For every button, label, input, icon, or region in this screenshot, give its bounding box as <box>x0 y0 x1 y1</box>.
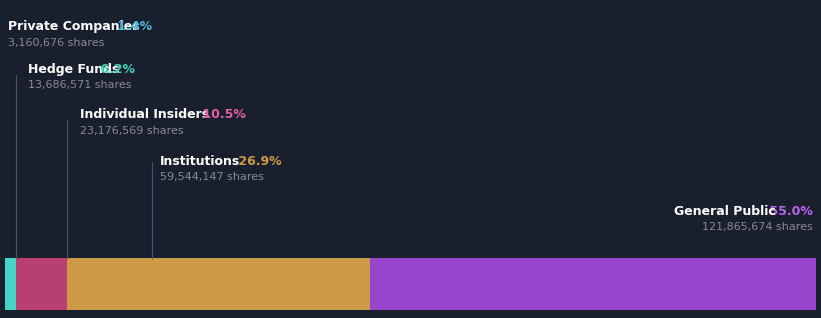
Bar <box>5 258 16 310</box>
Text: Private Companies: Private Companies <box>8 20 140 33</box>
Text: 10.5%: 10.5% <box>198 108 245 121</box>
Text: 26.9%: 26.9% <box>235 155 282 168</box>
Text: Hedge Funds: Hedge Funds <box>28 63 119 76</box>
Text: 3,160,676 shares: 3,160,676 shares <box>8 38 104 48</box>
Text: 55.0%: 55.0% <box>765 205 813 218</box>
Bar <box>370 258 816 310</box>
Text: 13,686,571 shares: 13,686,571 shares <box>28 80 131 90</box>
Text: General Public: General Public <box>674 205 776 218</box>
Bar <box>67 258 152 310</box>
Text: 121,865,674 shares: 121,865,674 shares <box>702 222 813 232</box>
Text: Individual Insiders: Individual Insiders <box>80 108 209 121</box>
Text: 6.2%: 6.2% <box>96 63 135 76</box>
Text: Institutions: Institutions <box>160 155 241 168</box>
Text: 23,176,569 shares: 23,176,569 shares <box>80 126 184 136</box>
Bar <box>152 258 370 310</box>
Bar <box>16 258 67 310</box>
Text: 1.4%: 1.4% <box>113 20 153 33</box>
Text: 59,544,147 shares: 59,544,147 shares <box>160 172 264 182</box>
